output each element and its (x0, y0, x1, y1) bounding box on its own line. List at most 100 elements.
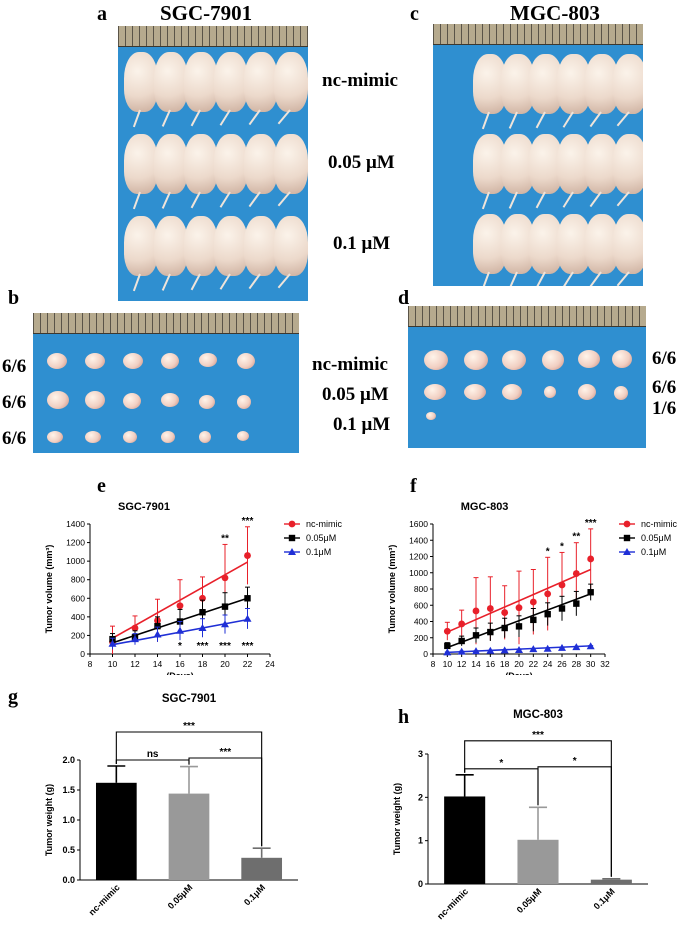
ratio-left-01: 6/6 (2, 428, 27, 449)
ruler (33, 313, 299, 334)
photo-tumors-mgc803 (408, 306, 646, 448)
x-tick-label: 26 (557, 659, 567, 669)
tumor (85, 353, 105, 369)
data-point (221, 620, 229, 628)
data-point (458, 637, 465, 645)
x-tick-label: 16 (175, 659, 185, 669)
y-tick-label: 1.0 (62, 815, 75, 825)
x-tick-label: 0.1μM (592, 886, 617, 911)
mouse (613, 134, 643, 194)
group-label-005: 0.05 μM (328, 152, 395, 173)
significance-mark: ns (147, 749, 159, 760)
mouse-tail (481, 191, 490, 210)
data-point (501, 609, 509, 616)
data-point (543, 644, 552, 652)
y-tick-label: 200 (71, 630, 85, 640)
tumor (578, 350, 600, 368)
tumor (47, 353, 67, 369)
data-point (558, 581, 566, 589)
data-point (515, 645, 523, 653)
data-point (529, 598, 537, 606)
mouse (613, 214, 643, 274)
x-tick-label: 18 (500, 659, 510, 669)
data-point (515, 604, 523, 612)
y-tick-label: 1400 (409, 535, 428, 545)
mouse-tail (161, 273, 171, 291)
tumor (426, 412, 436, 420)
mouse (184, 216, 218, 276)
photo-mice-sgc7901 (118, 26, 308, 301)
data-point (288, 520, 296, 528)
mouse (244, 134, 278, 194)
significance-mark: *** (532, 730, 544, 741)
legend-label: 0.05μM (306, 533, 336, 543)
ratio-right-nc: 6/6 (652, 348, 677, 369)
data-point (587, 589, 594, 596)
significance-mark: *** (242, 641, 254, 652)
mouse (184, 134, 218, 194)
y-axis-label: Tumor weight (g) (44, 784, 54, 856)
y-tick-label: 1000 (66, 556, 85, 566)
x-tick-label: 8 (88, 659, 93, 669)
mouse (244, 216, 278, 276)
x-tick-label: 24 (543, 659, 553, 669)
mouse (154, 52, 188, 112)
panel-label-d: d (398, 287, 410, 309)
data-point (587, 555, 595, 563)
data-point (458, 620, 466, 628)
significance-bracket (464, 740, 612, 877)
x-tick-label: 14 (153, 659, 163, 669)
data-point (472, 647, 480, 655)
ratio-right-005: 6/6 (652, 377, 677, 398)
ruler (118, 26, 308, 47)
x-tick-label: 0.1μM (242, 882, 267, 907)
data-point (558, 643, 566, 651)
x-axis-label: (Days) (166, 671, 194, 675)
tumor-group-label-nc: nc-mimic (312, 354, 388, 375)
x-tick-label: 0.05μM (166, 882, 195, 911)
significance-mark: *** (585, 518, 597, 529)
mouse-tail (190, 109, 201, 127)
legend-label: 0.1μM (641, 547, 666, 557)
y-axis-label: Tumor volume (mm³) (44, 545, 54, 634)
y-tick-label: 1000 (409, 568, 428, 578)
tumor (424, 384, 446, 400)
y-tick-label: 0 (423, 649, 428, 659)
data-point (501, 624, 508, 632)
significance-mark: * (546, 546, 550, 557)
significance-mark: * (499, 758, 503, 769)
data-point (153, 630, 162, 638)
tumor (161, 353, 179, 369)
panel-label-g: g (8, 686, 18, 708)
tumor (199, 395, 215, 409)
data-point (623, 520, 631, 528)
data-point (623, 548, 631, 555)
x-tick-label: 20 (220, 659, 230, 669)
tumor (578, 384, 596, 400)
significance-bracket (115, 731, 263, 847)
tumor (464, 350, 488, 370)
data-point (244, 552, 251, 559)
chart-sgc7901-weight: SGC-7901 0.0 0.5 1.0 1.5 2.0 Tumor weight (g) n… (44, 693, 298, 917)
y-tick-label: 1 (418, 836, 423, 846)
y-tick-label: 600 (414, 600, 428, 610)
tumor (612, 350, 632, 368)
data-point (198, 624, 207, 631)
data-point (572, 570, 580, 577)
x-axis-label: (Days) (505, 671, 533, 675)
y-tick-label: 400 (71, 612, 85, 622)
y-tick-label: 1600 (409, 519, 428, 529)
significance-mark: *** (219, 747, 231, 758)
significance-mark: * (560, 541, 564, 552)
data-point (544, 610, 551, 618)
significance-mark: *** (183, 721, 195, 732)
panel-label-e: e (97, 475, 106, 497)
x-tick-label: 8 (431, 659, 436, 669)
bar (517, 839, 559, 884)
x-tick-label: 0.05μM (515, 886, 544, 915)
mouse (214, 52, 248, 112)
x-tick-label: 12 (457, 659, 467, 669)
legend-label: nc-mimic (306, 519, 342, 529)
y-tick-label: 2 (418, 792, 423, 802)
tumor (47, 431, 63, 443)
